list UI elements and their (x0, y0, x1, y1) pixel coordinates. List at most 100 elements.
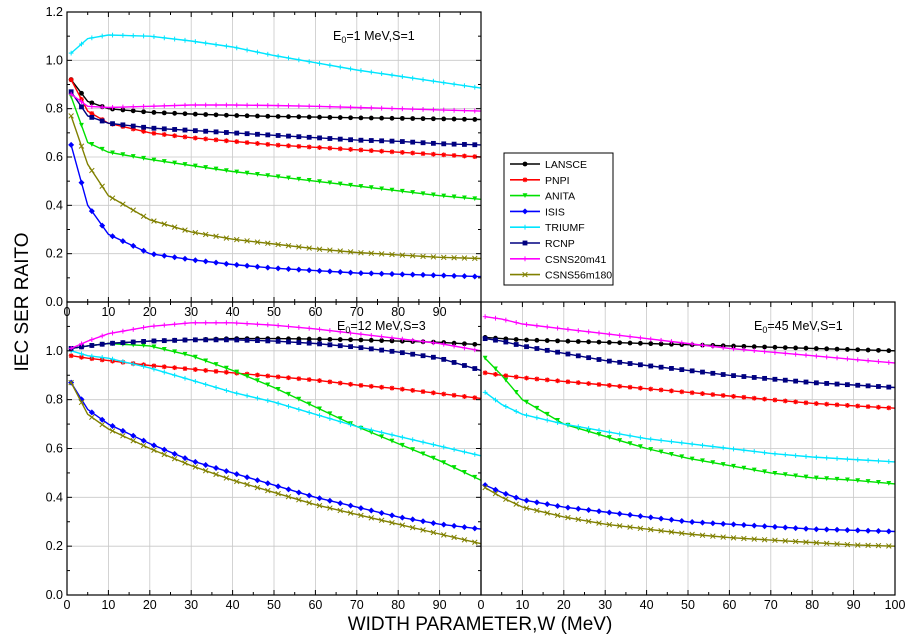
y-tick-label: 0.2 (46, 539, 63, 553)
data-point (348, 422, 353, 428)
data-point (493, 366, 498, 372)
data-point (741, 447, 747, 453)
data-point (389, 438, 395, 444)
x-tick-label: 10 (515, 598, 529, 612)
data-point (368, 337, 374, 343)
data-point (782, 538, 789, 544)
legend-entry-lansce: LANSCE (510, 159, 587, 171)
data-point (275, 483, 282, 490)
data-point (513, 389, 519, 395)
data-point (358, 249, 364, 256)
data-point (151, 125, 157, 131)
series-triumf (482, 389, 896, 464)
data-point (761, 536, 768, 543)
data-point (430, 107, 436, 113)
data-point (575, 424, 581, 430)
series-line (70, 79, 482, 158)
data-point (834, 476, 840, 482)
data-point (275, 323, 281, 328)
data-point (823, 540, 830, 547)
data-point (617, 431, 623, 437)
legend-marker (522, 161, 528, 167)
data-point (213, 385, 219, 390)
data-point (710, 370, 716, 376)
data-point (317, 413, 322, 418)
data-point (275, 53, 281, 59)
data-point (409, 252, 416, 259)
data-point (254, 484, 261, 491)
data-point (192, 354, 198, 360)
data-point (213, 259, 220, 266)
data-point (88, 409, 95, 416)
data-point (141, 339, 146, 344)
data-point (544, 510, 550, 516)
series-line (70, 34, 482, 89)
y-axis-title: IEC SER RAITO (12, 232, 33, 371)
data-point (792, 538, 799, 545)
legend-marker (522, 240, 528, 246)
data-point (441, 444, 447, 450)
data-point (161, 110, 167, 116)
data-point (606, 331, 612, 337)
data-point (555, 338, 560, 344)
data-point (399, 350, 405, 356)
data-point (482, 389, 488, 395)
data-point (855, 347, 861, 353)
data-point (120, 32, 126, 38)
data-point (337, 343, 343, 349)
data-point (503, 377, 509, 383)
data-point (793, 473, 799, 479)
data-point (109, 195, 116, 201)
data-point (493, 315, 498, 321)
data-point (420, 518, 427, 525)
panel-bottom-left: 0 10 20 30 40 50 60 70 80 90 0.0 0.2 0.4 0.6 0.8 1.0 E0=… (46, 301, 482, 612)
data-point (213, 129, 219, 135)
data-point (399, 522, 406, 528)
data-point (627, 524, 633, 530)
data-point (699, 519, 706, 526)
data-point (327, 342, 333, 348)
y-tick-label: 0.6 (46, 442, 63, 456)
data-point (141, 364, 146, 369)
data-point (617, 340, 623, 346)
y-tick-label: 0.2 (46, 247, 63, 261)
data-point (265, 173, 271, 179)
data-point (813, 346, 819, 351)
series-rcnp (68, 337, 482, 372)
data-point (409, 524, 416, 531)
data-point (606, 340, 612, 345)
data-point (731, 463, 736, 469)
data-point (751, 344, 757, 350)
data-point (462, 470, 467, 475)
data-point (368, 105, 374, 111)
data-point (741, 343, 747, 349)
data-point (389, 432, 395, 438)
series-csns56m180 (68, 379, 482, 546)
data-point (451, 272, 458, 279)
data-point (700, 442, 705, 448)
data-point (358, 345, 364, 351)
data-point (637, 435, 643, 441)
data-point (337, 337, 343, 342)
data-point (347, 510, 354, 516)
data-point (140, 437, 147, 444)
data-point (203, 128, 209, 134)
data-point (379, 334, 385, 340)
data-point (99, 104, 105, 110)
data-point (130, 437, 136, 444)
data-point (203, 337, 209, 343)
data-point (524, 337, 529, 343)
data-point (265, 338, 271, 344)
data-point (306, 59, 312, 65)
data-point (234, 390, 240, 396)
data-point (130, 432, 137, 439)
data-point (182, 366, 188, 371)
data-point (564, 504, 571, 511)
data-point (358, 137, 364, 143)
data-point (244, 474, 251, 481)
data-point (202, 461, 209, 468)
data-point (265, 113, 271, 119)
data-point (296, 143, 302, 149)
data-point (637, 385, 643, 391)
data-point (534, 376, 540, 382)
